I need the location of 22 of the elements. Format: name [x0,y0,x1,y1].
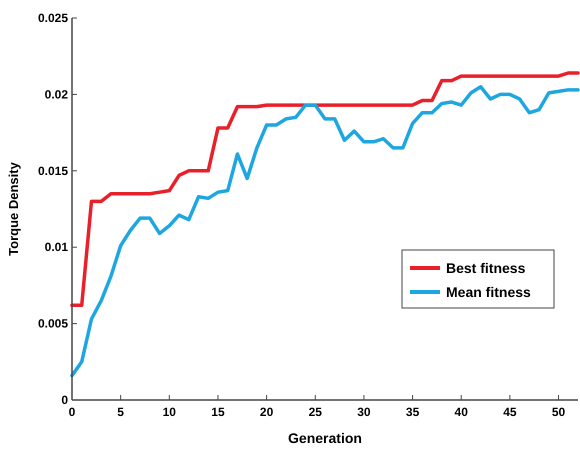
y-tick-label: 0.005 [38,316,68,331]
x-tick-label: 25 [308,405,322,419]
x-tick-label: 15 [211,405,225,419]
x-tick-label: 5 [117,405,124,419]
legend-label: Best fitness [446,260,526,276]
legend-label: Mean fitness [446,284,532,300]
y-tick-label: 0.015 [38,164,68,178]
y-tick-label: 0.025 [38,11,68,25]
x-tick-label: 20 [260,405,274,419]
x-tick-label: 30 [357,405,371,419]
x-tick-label: 50 [552,405,566,419]
line-series [70,85,580,378]
x-tick-label: 40 [454,405,468,419]
x-tick-label: 10 [162,405,176,419]
x-axis-title: Generation [288,430,362,446]
x-tick-label: 35 [406,405,420,419]
y-tick-label: 0.02 [44,87,68,102]
y-axis-title: Torque Density [6,161,21,256]
y-tick-label: 0 [61,393,68,407]
y-tick-label: 0.01 [44,240,68,254]
x-tick-label: 45 [503,405,517,419]
line-series [70,71,580,308]
